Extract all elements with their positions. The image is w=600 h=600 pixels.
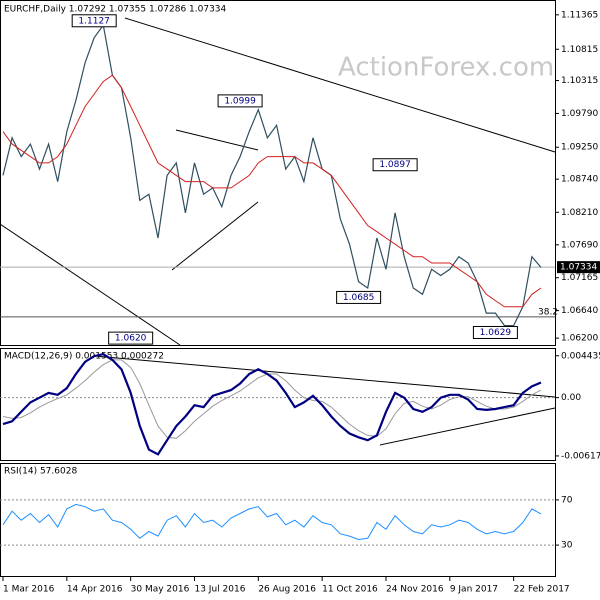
annotation: 1.1127 xyxy=(78,16,110,26)
fib-label: 38.2 xyxy=(538,307,558,317)
x-tick-label: 22 Feb 2017 xyxy=(514,585,570,595)
series-line xyxy=(2,359,542,439)
chart-title: EURCHF,Daily 1.07292 1.07355 1.07286 1.0… xyxy=(4,5,227,15)
y-tick-label: 1.10315 xyxy=(561,76,598,86)
y-tick-label: 0.00 xyxy=(561,393,581,403)
annotation: 1.0629 xyxy=(480,328,512,338)
y-tick-label: -0.00617 xyxy=(561,451,600,461)
x-tick-label: 24 Nov 2016 xyxy=(386,585,444,595)
annotation-box xyxy=(336,290,382,304)
y-tick-label: 1.09250 xyxy=(561,143,598,153)
y-tick-label: 0.004435 xyxy=(561,351,600,361)
x-tick-label: 9 Jan 2017 xyxy=(450,585,498,595)
y-tick-label: 1.07165 xyxy=(561,273,598,283)
annotation: 1.0685 xyxy=(343,293,375,303)
annotation: 1.0897 xyxy=(379,160,411,170)
annotation: 1.0620 xyxy=(115,334,147,344)
x-tick-label: 26 Aug 2016 xyxy=(258,585,316,595)
series-line xyxy=(2,74,542,308)
trendline xyxy=(94,355,556,398)
y-tick-label: 70 xyxy=(561,495,573,505)
y-tick-label: 1.08740 xyxy=(561,175,598,185)
series-line xyxy=(2,503,542,541)
annotation-box xyxy=(217,94,263,108)
x-tick-label: 13 Jul 2016 xyxy=(194,585,245,595)
y-tick-label: 1.10815 xyxy=(561,45,598,55)
y-tick-label: 1.06200 xyxy=(561,334,598,344)
macd-panel xyxy=(0,348,556,461)
panel-title: RSI(14) 57.6028 xyxy=(4,467,77,477)
x-tick-label: 11 Oct 2016 xyxy=(322,585,378,595)
series-line xyxy=(2,23,542,327)
annotation-box xyxy=(472,325,518,339)
series-line xyxy=(2,353,542,456)
trendline xyxy=(124,17,556,153)
trendline xyxy=(0,223,181,346)
x-tick-label: 30 May 2016 xyxy=(131,585,190,595)
y-tick-label: 1.08210 xyxy=(561,208,598,218)
y-tick-label: 1.09790 xyxy=(561,109,598,119)
x-tick-label: 14 Apr 2016 xyxy=(67,585,123,595)
current-price: 1.07334 xyxy=(560,263,597,273)
y-tick-label: 1.07690 xyxy=(561,240,598,250)
x-tick-label: 1 Mar 2016 xyxy=(3,585,55,595)
annotation-box xyxy=(108,331,154,345)
trendline xyxy=(379,407,556,446)
panel-title: MACD(12,26,9) 0.001553 0.000272 xyxy=(4,352,164,362)
current-price-box xyxy=(557,261,600,274)
y-tick-label: 30 xyxy=(561,541,573,551)
price-panel xyxy=(0,0,556,346)
rsi-panel xyxy=(0,463,556,577)
annotation-box xyxy=(372,158,418,172)
annotation-box xyxy=(71,14,117,28)
watermark: ActionForex.com xyxy=(338,53,554,83)
y-tick-label: 1.11365 xyxy=(561,10,598,20)
trendline xyxy=(171,201,259,271)
y-tick-label: 1.06640 xyxy=(561,306,598,316)
annotation: 1.0999 xyxy=(224,96,256,106)
